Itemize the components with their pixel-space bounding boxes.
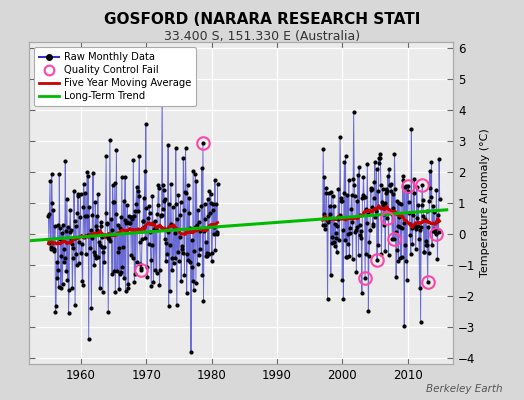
Text: 33.400 S, 151.330 E (Australia): 33.400 S, 151.330 E (Australia) — [164, 30, 360, 43]
Y-axis label: Temperature Anomaly (°C): Temperature Anomaly (°C) — [479, 129, 489, 277]
Text: GOSFORD (NARARA RESEARCH STATI: GOSFORD (NARARA RESEARCH STATI — [104, 12, 420, 27]
Text: Berkeley Earth: Berkeley Earth — [427, 384, 503, 394]
Legend: Raw Monthly Data, Quality Control Fail, Five Year Moving Average, Long-Term Tren: Raw Monthly Data, Quality Control Fail, … — [34, 47, 196, 106]
